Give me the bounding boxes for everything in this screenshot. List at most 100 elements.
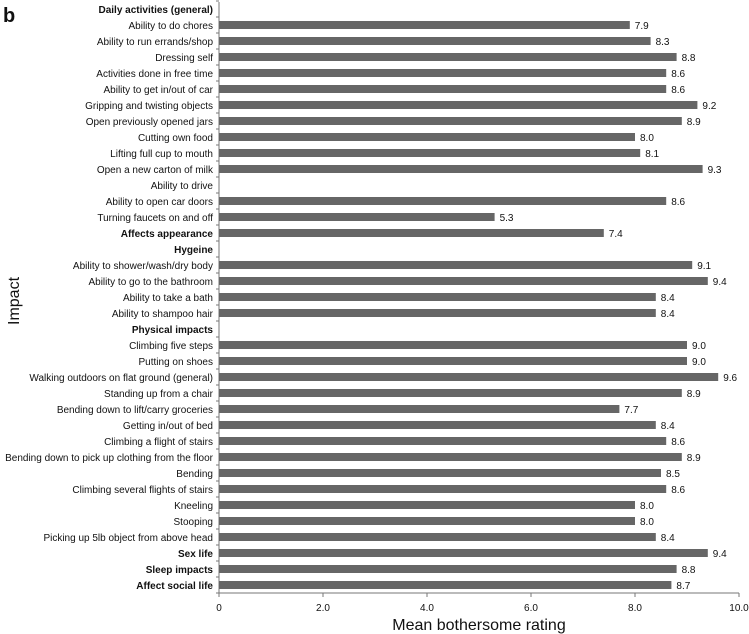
data-label: 8.1: [645, 149, 659, 160]
category-label: Ability to do chores: [129, 21, 214, 32]
category-label: Stooping: [174, 517, 213, 528]
x-tick-label: 0: [216, 603, 222, 614]
category-label: Ability to get in/out of car: [103, 85, 213, 96]
category-label: Daily activities (general): [99, 5, 214, 16]
bar: [219, 549, 708, 557]
bar: [219, 469, 661, 477]
bar: [219, 293, 656, 301]
data-label: 8.8: [682, 53, 696, 64]
bar: [219, 85, 667, 93]
data-label: 7.7: [624, 405, 638, 416]
category-label: Getting in/out of bed: [123, 421, 213, 432]
x-tick-label: 6.0: [524, 603, 538, 614]
category-label: Activities done in free time: [96, 69, 213, 80]
y-axis-label: Impact: [6, 276, 23, 325]
bar: [219, 165, 703, 173]
category-label: Gripping and twisting objects: [85, 101, 213, 112]
x-tick-label: 4.0: [420, 603, 434, 614]
data-label: 8.6: [671, 69, 685, 80]
data-label: 8.4: [661, 533, 675, 544]
category-label: Dressing self: [155, 53, 213, 64]
data-label: 8.3: [656, 37, 670, 48]
category-label: Open previously opened jars: [86, 117, 213, 128]
category-label: Affects appearance: [121, 229, 214, 240]
panel-label: b: [3, 5, 15, 27]
data-label: 5.3: [500, 213, 514, 224]
bar: [219, 261, 693, 269]
bar: [219, 309, 656, 317]
category-label: Walking outdoors on flat ground (general…: [29, 373, 213, 384]
category-label: Lifting full cup to mouth: [110, 149, 213, 160]
bar: [219, 213, 495, 221]
x-tick-label: 10.0: [729, 603, 749, 614]
bar: [219, 421, 656, 429]
data-label: 7.4: [609, 229, 623, 240]
data-label: 9.4: [713, 277, 727, 288]
bar: [219, 373, 719, 381]
bar: [219, 437, 667, 445]
data-label: 8.9: [687, 117, 701, 128]
bar: [219, 229, 604, 237]
bar: [219, 69, 667, 77]
data-label: 9.6: [723, 373, 737, 384]
data-label: 8.5: [666, 469, 680, 480]
bar: [219, 197, 667, 205]
category-label: Climbing five steps: [129, 341, 213, 352]
bar: [219, 581, 672, 589]
category-label: Bending down to pick up clothing from th…: [5, 453, 214, 464]
data-label: 8.6: [671, 85, 685, 96]
category-label: Sex life: [178, 549, 213, 560]
category-label: Ability to shower/wash/dry body: [73, 261, 213, 272]
bar: [219, 37, 651, 45]
bar: [219, 149, 641, 157]
bar: [219, 133, 635, 141]
bar: [219, 405, 620, 413]
category-label: Bending down to lift/carry groceries: [57, 405, 213, 416]
data-label: 8.0: [640, 501, 654, 512]
category-label: Ability to drive: [151, 181, 214, 192]
data-label: 9.0: [692, 357, 706, 368]
data-label: 8.9: [687, 389, 701, 400]
bar: [219, 501, 635, 509]
data-label: 8.4: [661, 309, 675, 320]
data-label: 8.0: [640, 133, 654, 144]
category-label: Hygeine: [174, 245, 213, 256]
category-label: Picking up 5lb object from above head: [43, 533, 213, 544]
category-label: Ability to run errands/shop: [97, 37, 214, 48]
x-tick-label: 2.0: [316, 603, 330, 614]
data-label: 8.7: [676, 581, 690, 592]
bar: [219, 517, 635, 525]
bar: [219, 485, 667, 493]
data-label: 8.6: [671, 485, 685, 496]
data-label: 8.0: [640, 517, 654, 528]
data-label: 8.9: [687, 453, 701, 464]
category-label: Ability to take a bath: [123, 293, 213, 304]
category-label: Open a new carton of milk: [97, 165, 214, 176]
category-label: Cutting own food: [138, 133, 213, 144]
bar: [219, 533, 656, 541]
data-label: 9.1: [697, 261, 711, 272]
category-label: Bending: [176, 469, 213, 480]
data-label: 9.0: [692, 341, 706, 352]
category-label: Affect social life: [136, 581, 213, 592]
data-label: 8.6: [671, 197, 685, 208]
category-label: Putting on shoes: [139, 357, 214, 368]
category-label: Climbing several flights of stairs: [72, 485, 213, 496]
category-label: Sleep impacts: [146, 565, 214, 576]
bar: [219, 101, 698, 109]
bar: [219, 53, 677, 61]
bar: [219, 357, 687, 365]
category-label: Kneeling: [174, 501, 213, 512]
data-label: 8.4: [661, 421, 675, 432]
data-label: 9.4: [713, 549, 727, 560]
data-label: 8.4: [661, 293, 675, 304]
data-label: 9.2: [702, 101, 716, 112]
x-axis-label: Mean bothersome rating: [392, 617, 565, 634]
bar: [219, 565, 677, 573]
category-label: Ability to open car doors: [106, 197, 213, 208]
category-label: Physical impacts: [132, 325, 214, 336]
bar: [219, 341, 687, 349]
category-label: Climbing a flight of stairs: [104, 437, 213, 448]
category-label: Turning faucets on and off: [97, 213, 213, 224]
